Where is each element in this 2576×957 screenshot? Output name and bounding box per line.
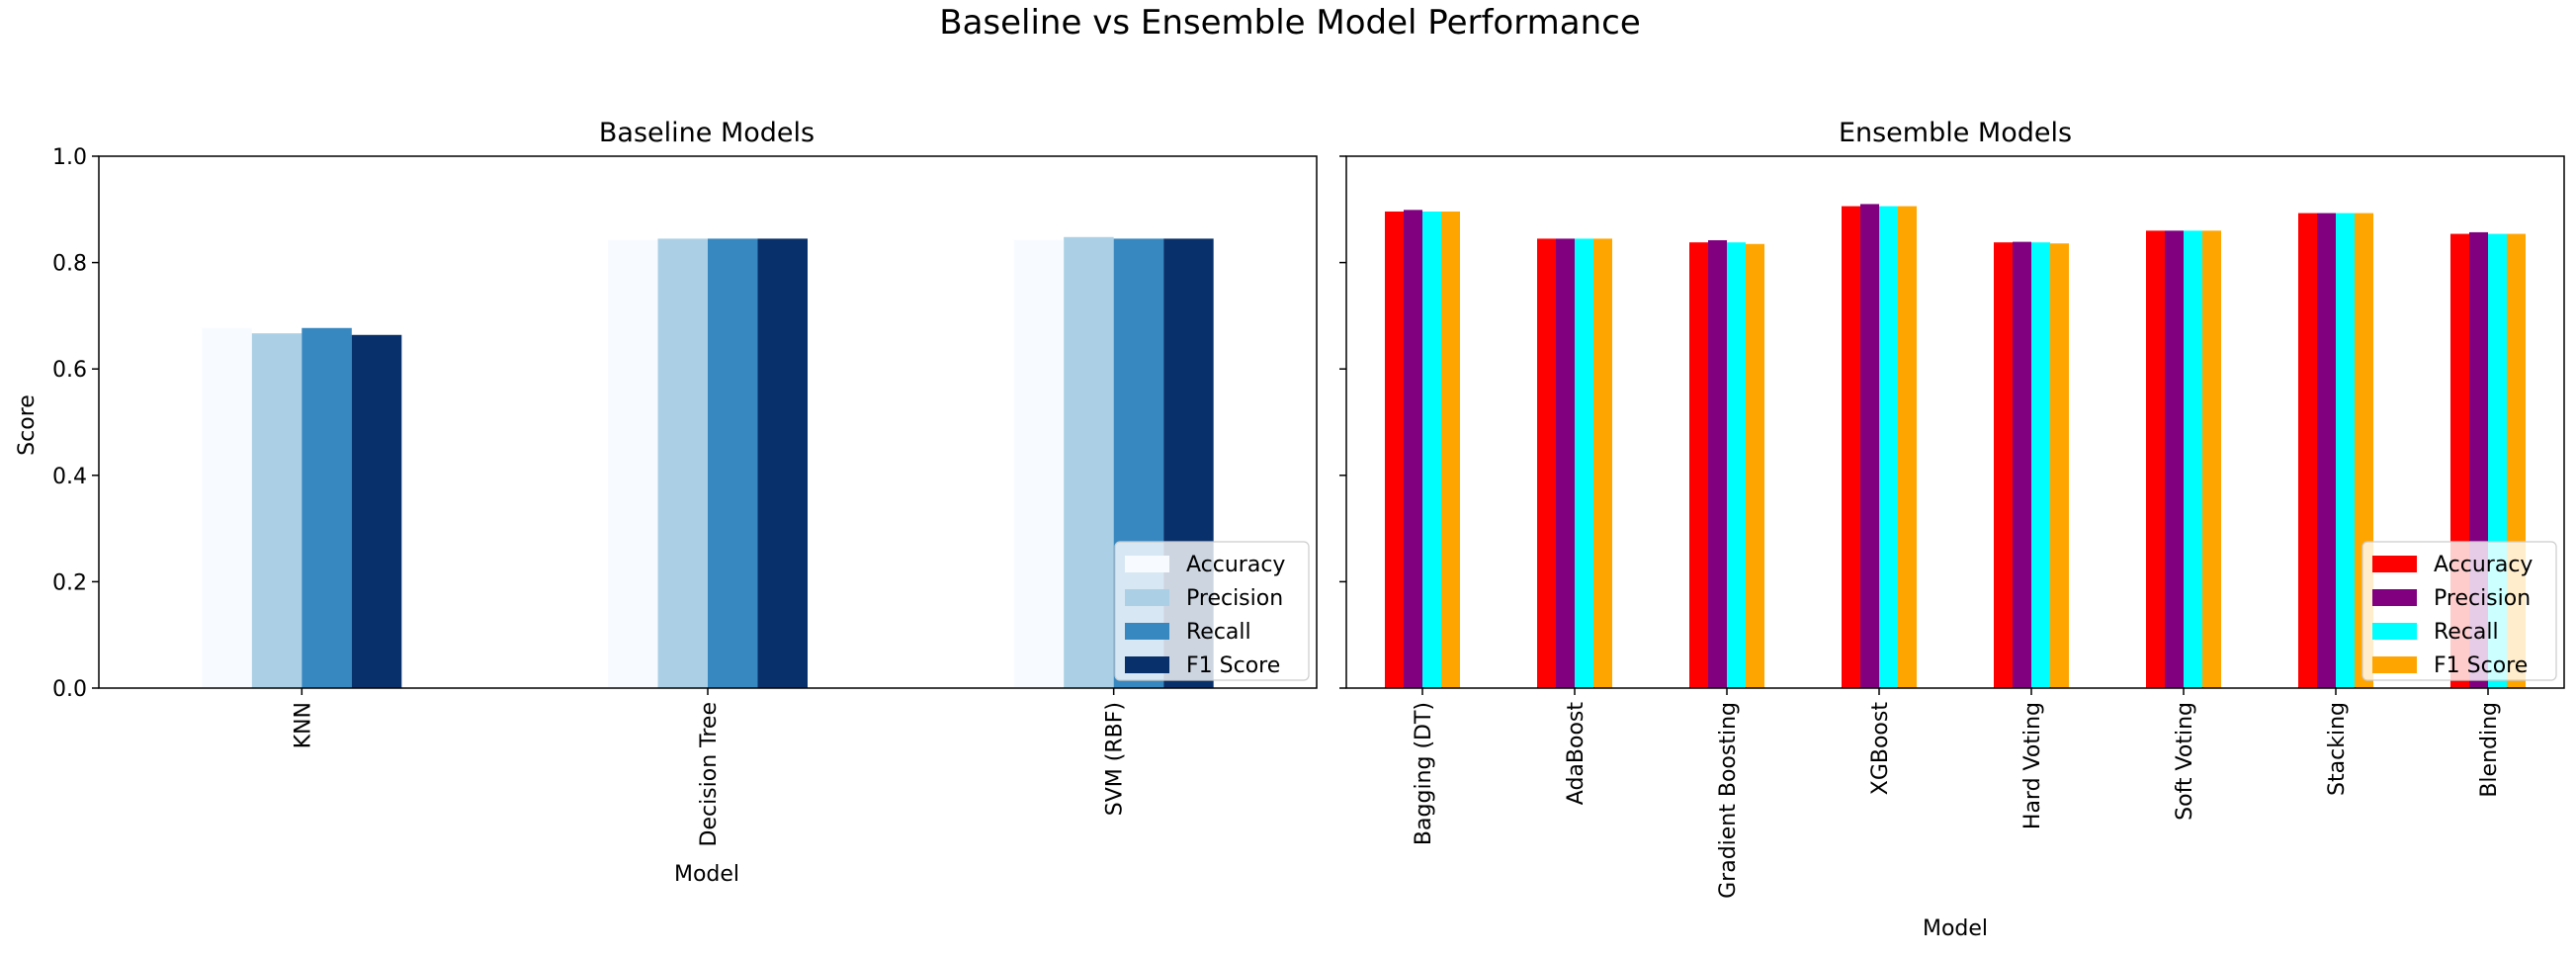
legend-box bbox=[1114, 541, 1310, 681]
bar-f1-score-knn bbox=[351, 334, 402, 688]
bar-accuracy-xgboost bbox=[1842, 206, 1860, 688]
figure-title: Baseline vs Ensemble Model Performance bbox=[939, 3, 1640, 43]
legend-label: Accuracy bbox=[1186, 553, 1285, 577]
y-axis-label: Score bbox=[15, 394, 40, 456]
bar-recall-stacking bbox=[2336, 213, 2355, 688]
x-tick-label: Blending bbox=[2477, 702, 2502, 798]
legend-swatch bbox=[2372, 623, 2417, 640]
y-tick-label: 0.0 bbox=[52, 677, 87, 702]
bar-accuracy-svm-rbf- bbox=[1013, 239, 1065, 688]
y-tick-label: 0.8 bbox=[52, 252, 87, 277]
legend-label: Recall bbox=[2434, 620, 2499, 645]
legend-swatch bbox=[1125, 656, 1169, 673]
bar-recall-soft-voting bbox=[2184, 230, 2202, 688]
panel-baseline-models: Baseline Models Model Score KNN Decision … bbox=[15, 118, 1318, 887]
panel-ensemble-models: Ensemble Models Model Bagging (DT) AdaBoo… bbox=[1339, 118, 2565, 941]
bar-recall-knn bbox=[301, 327, 352, 688]
legend: Accuracy Precision Recall F1 Score bbox=[2361, 541, 2557, 681]
bar-recall-gradient-boosting bbox=[1727, 242, 1746, 688]
legend-label: Precision bbox=[1186, 586, 1283, 611]
bar-accuracy-adaboost bbox=[1537, 238, 1556, 688]
bar-recall-xgboost bbox=[1879, 206, 1898, 688]
bar-f1-score-gradient-boosting bbox=[1746, 243, 1764, 688]
bar-recall-hard-voting bbox=[2031, 242, 2050, 688]
bar-precision-gradient-boosting bbox=[1708, 240, 1727, 688]
plot-frame bbox=[98, 155, 1318, 689]
x-tick-label: Soft Voting bbox=[2173, 702, 2197, 821]
legend-swatch bbox=[2372, 656, 2417, 673]
bar-f1-score-adaboost bbox=[1593, 238, 1612, 688]
x-tick-label: Hard Voting bbox=[2020, 702, 2045, 829]
bar-f1-score-soft-voting bbox=[2202, 230, 2221, 688]
bar-precision-hard-voting bbox=[2013, 241, 2031, 688]
x-tick-label: SVM (RBF) bbox=[1103, 702, 1128, 816]
bar-precision-soft-voting bbox=[2165, 230, 2184, 688]
bar-precision-adaboost bbox=[1556, 238, 1575, 688]
y-tick-label: 0.4 bbox=[52, 465, 87, 489]
x-tick-label: KNN bbox=[291, 702, 315, 748]
bar-precision-stacking bbox=[2317, 213, 2336, 688]
bar-f1-score-xgboost bbox=[1898, 206, 1917, 688]
legend-label: Precision bbox=[2434, 586, 2531, 611]
bar-accuracy-hard-voting bbox=[1994, 242, 2013, 688]
bar-precision-xgboost bbox=[1860, 204, 1879, 689]
bar-precision-knn bbox=[251, 333, 302, 688]
x-tick-label: AdaBoost bbox=[1564, 702, 1589, 806]
legend-label: F1 Score bbox=[2434, 653, 2528, 678]
bar-recall-bagging-dt- bbox=[1422, 211, 1441, 688]
chart-title: Baseline Models bbox=[599, 118, 815, 148]
bar-recall-decision-tree bbox=[708, 238, 758, 688]
bar-precision-decision-tree bbox=[657, 238, 708, 688]
y-tick-label: 0.2 bbox=[52, 570, 87, 595]
legend-swatch bbox=[1125, 589, 1169, 606]
bar-accuracy-stacking bbox=[2298, 213, 2317, 688]
bar-accuracy-soft-voting bbox=[2146, 230, 2165, 688]
bar-accuracy-decision-tree bbox=[608, 239, 658, 688]
bar-f1-score-hard-voting bbox=[2050, 243, 2069, 689]
bar-f1-score-decision-tree bbox=[757, 238, 808, 688]
legend-box bbox=[2361, 541, 2557, 681]
plot-frame bbox=[1345, 155, 2565, 689]
legend-swatch bbox=[2372, 589, 2417, 606]
x-axis-label: Model bbox=[674, 862, 739, 887]
bar-recall-adaboost bbox=[1575, 238, 1593, 688]
bar-accuracy-knn bbox=[202, 327, 252, 688]
x-tick-label: Stacking bbox=[2325, 702, 2350, 796]
legend: Accuracy Precision Recall F1 Score bbox=[1114, 541, 1310, 681]
legend-swatch bbox=[1125, 623, 1169, 640]
legend-swatch bbox=[2372, 556, 2417, 572]
x-tick-label: Gradient Boosting bbox=[1716, 702, 1741, 899]
x-tick-label: XGBoost bbox=[1868, 702, 1893, 796]
chart-title: Ensemble Models bbox=[1839, 118, 2072, 148]
x-axis-label: Model bbox=[1923, 916, 1988, 941]
x-tick-label: Decision Tree bbox=[697, 702, 722, 847]
bar-f1-score-bagging-dt- bbox=[1441, 211, 1460, 688]
bar-accuracy-gradient-boosting bbox=[1689, 242, 1708, 688]
legend-label: F1 Score bbox=[1186, 653, 1280, 678]
y-tick-label: 1.0 bbox=[52, 145, 87, 170]
legend-label: Recall bbox=[1186, 620, 1251, 645]
y-tick-label: 0.6 bbox=[52, 358, 87, 383]
bar-precision-svm-rbf- bbox=[1064, 236, 1114, 688]
bar-precision-bagging-dt- bbox=[1404, 210, 1422, 688]
bar-accuracy-bagging-dt- bbox=[1385, 211, 1404, 688]
legend-swatch bbox=[1125, 556, 1169, 572]
x-tick-label: Bagging (DT) bbox=[1412, 702, 1436, 845]
legend-label: Accuracy bbox=[2434, 553, 2533, 577]
